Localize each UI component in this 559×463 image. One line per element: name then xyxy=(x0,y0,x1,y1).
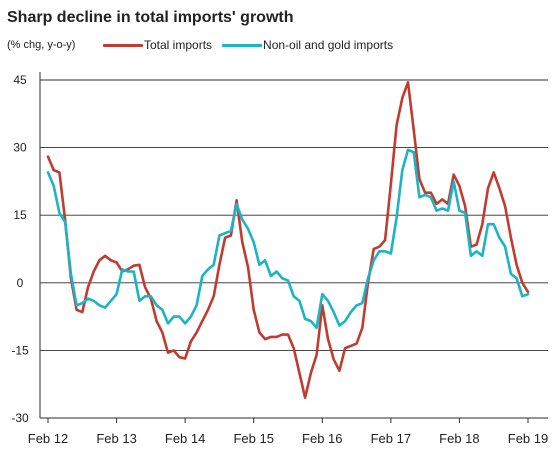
legend-item-non-oil-and-gold-imports: Non-oil and gold imports xyxy=(222,38,393,52)
legend: Total imports Non-oil and gold imports xyxy=(103,38,393,52)
gridlines xyxy=(40,79,548,351)
legend-swatch-non-oil-and-gold-imports xyxy=(222,43,263,47)
y-tick-label: 15 xyxy=(13,208,27,222)
y-tick-label: 30 xyxy=(13,141,27,155)
x-tick-label: Feb 14 xyxy=(165,431,205,446)
y-tick-label: -30 xyxy=(11,411,29,425)
x-tick-label: Feb 13 xyxy=(96,431,136,446)
y-axis: 45 30 15 0 -15 -30 xyxy=(11,73,29,425)
y-tick-label: -15 xyxy=(11,343,29,357)
legend-swatch-total-imports xyxy=(103,43,143,47)
x-tick-label: Feb 15 xyxy=(233,431,273,446)
chart-subtitle: (% chg, y-o-y) xyxy=(7,39,76,51)
x-tick-label: Feb 18 xyxy=(439,431,479,446)
y-tick-label: 45 xyxy=(13,73,27,87)
x-tick-label: Feb 16 xyxy=(302,431,342,446)
series-line-non-oil-and-gold-imports xyxy=(46,148,530,330)
legend-item-total-imports: Total imports xyxy=(103,38,212,52)
chart-title: Sharp decline in total imports' growth xyxy=(7,9,294,26)
x-tick-label: Feb 17 xyxy=(371,431,411,446)
legend-label-non-oil-and-gold-imports: Non-oil and gold imports xyxy=(263,38,394,52)
series-lines xyxy=(46,81,530,399)
x-tick-label: Feb 12 xyxy=(28,431,68,446)
x-tick-label: Feb 19 xyxy=(508,431,548,446)
y-tick-label: 0 xyxy=(17,276,24,290)
legend-label-total-imports: Total imports xyxy=(144,38,213,52)
x-axis: Feb 12 Feb 13 Feb 14 Feb 15 Feb 16 Feb 17 Feb … xyxy=(28,418,548,446)
